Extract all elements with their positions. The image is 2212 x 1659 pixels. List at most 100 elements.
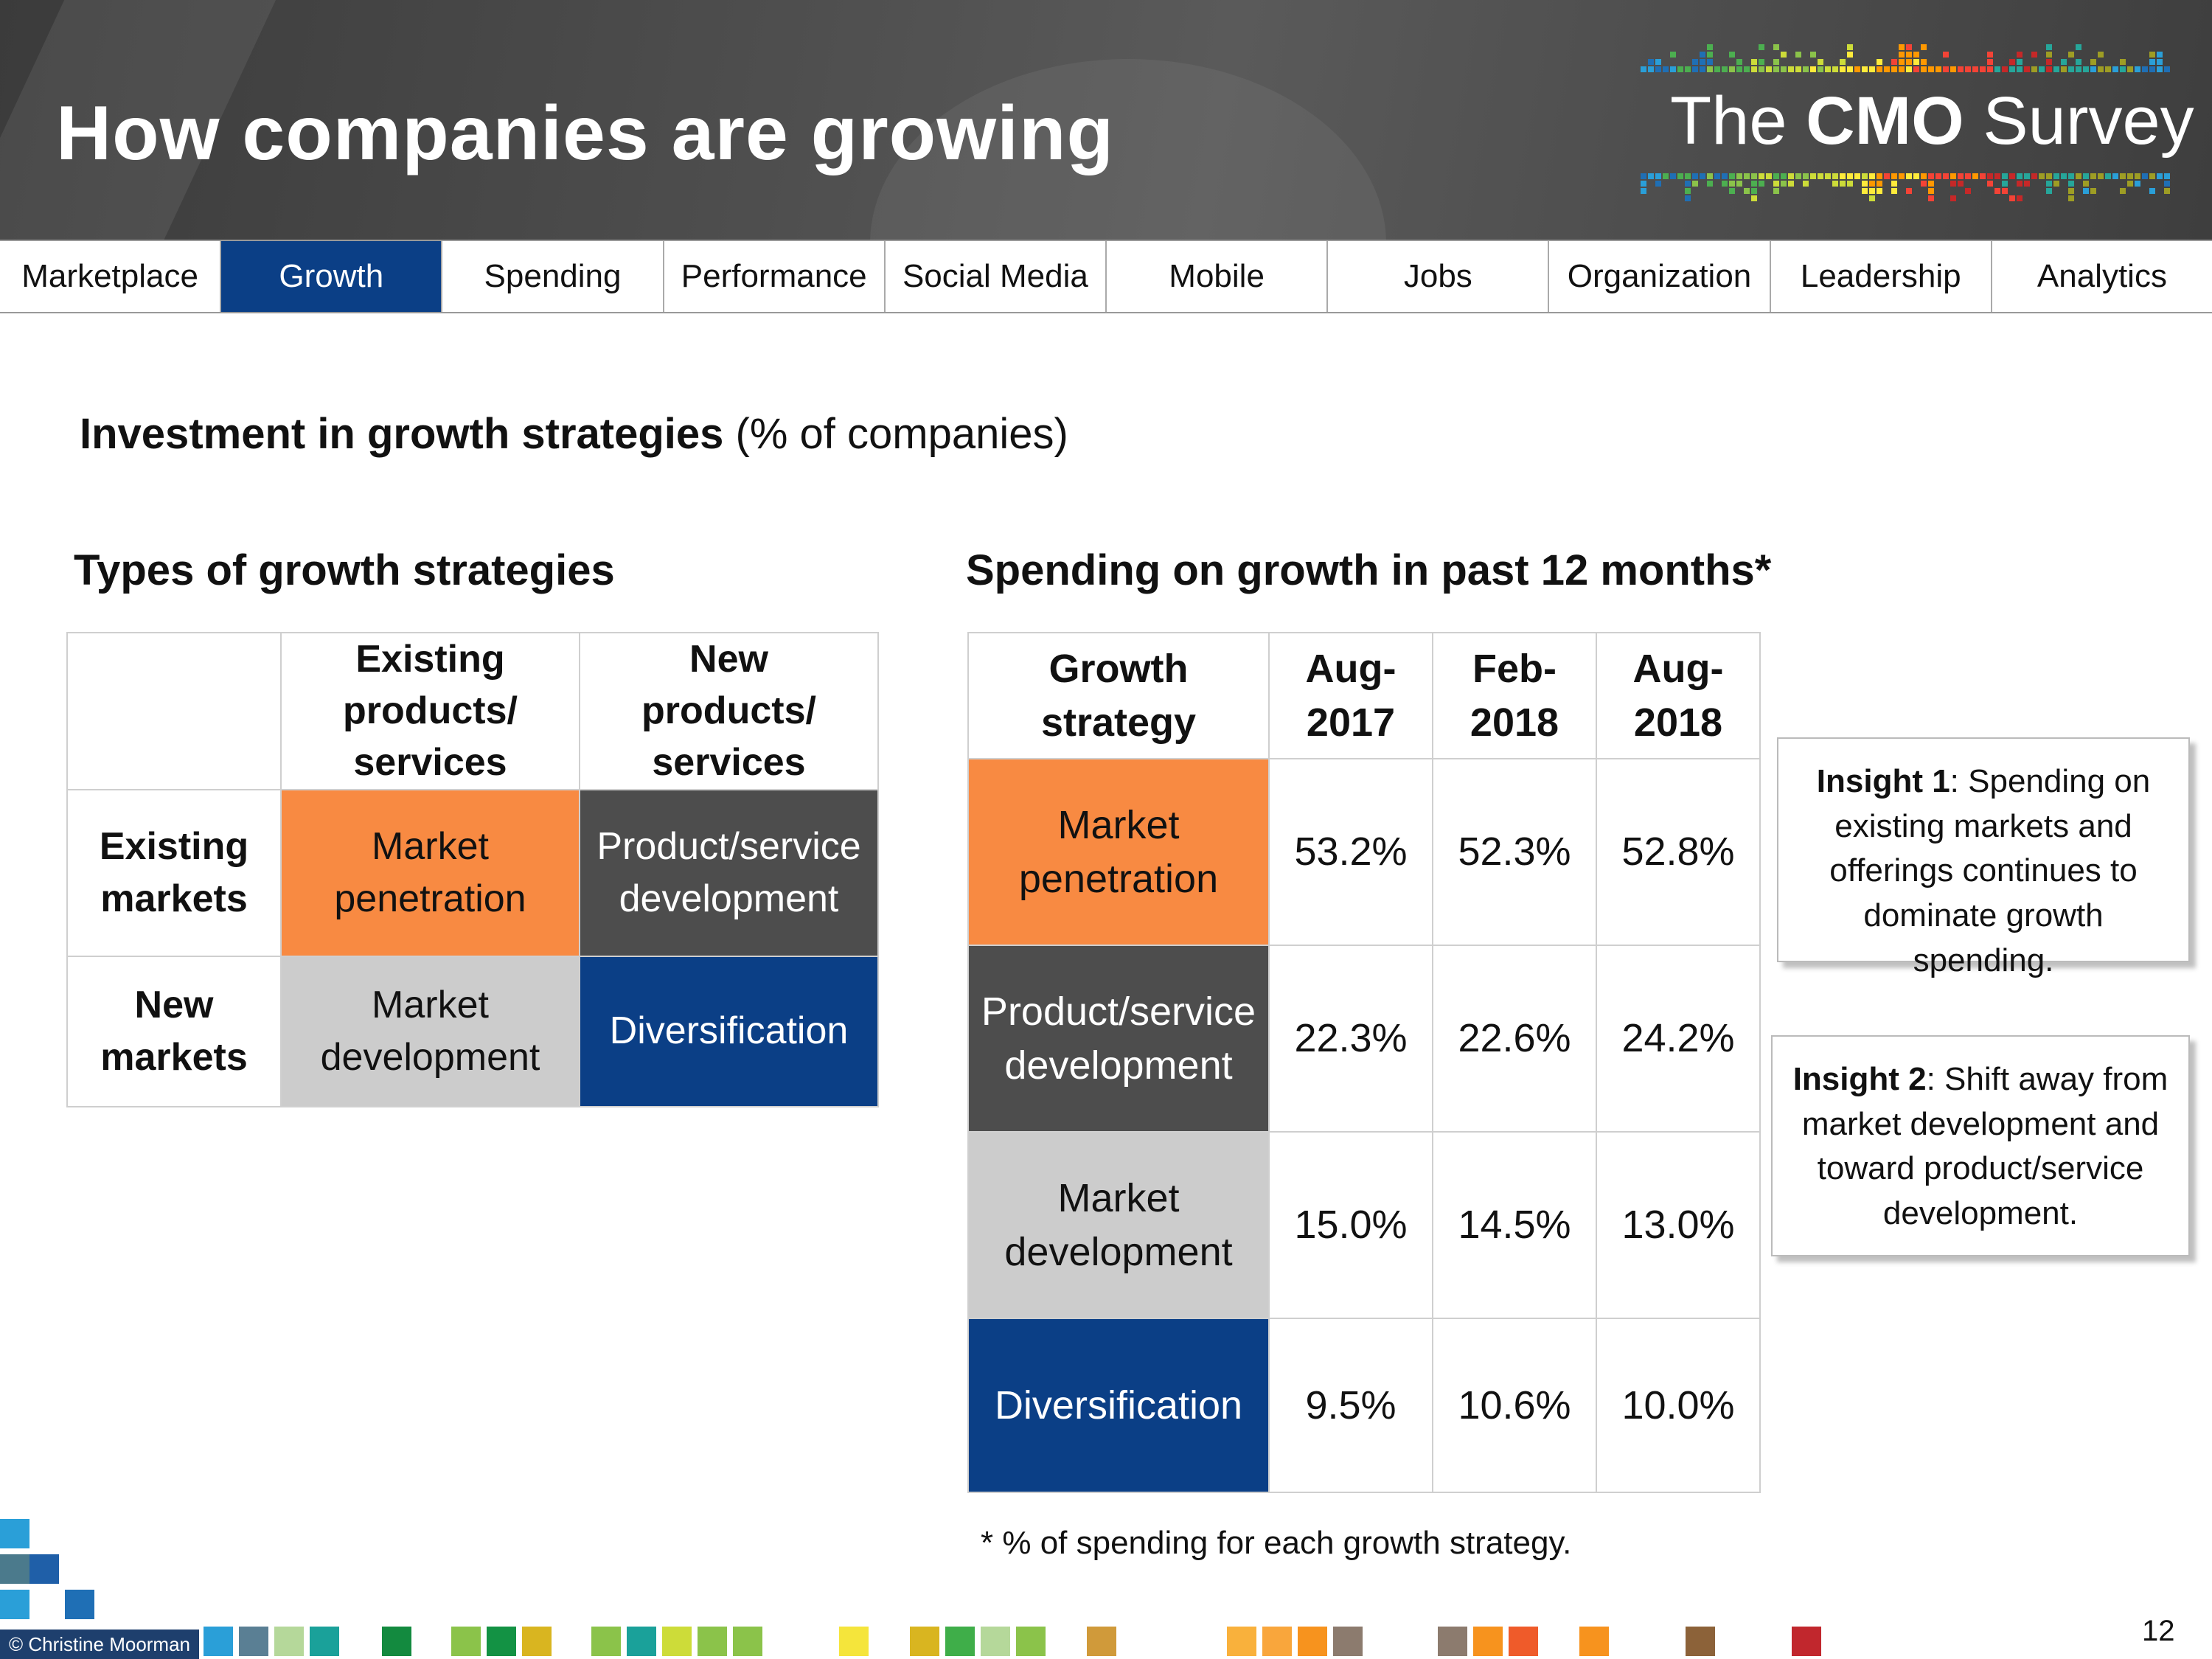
footer-square <box>382 1627 411 1656</box>
logo-pixel <box>2024 173 2030 179</box>
logo-pixel <box>1729 173 1735 179</box>
logo-pixel <box>2046 173 2052 179</box>
logo-pixel <box>1641 181 1646 187</box>
logo-pixel <box>1958 181 1964 187</box>
nav-tab-mobile[interactable]: Mobile <box>1107 241 1329 312</box>
footer-decoration-squares <box>0 1519 1821 1656</box>
logo-suffix: Survey <box>1964 83 2194 159</box>
logo-pixel <box>1751 59 1757 65</box>
logo-pixel <box>2009 66 2015 72</box>
logo-pixel <box>1795 66 1801 72</box>
insight-text: : Shift away from market development and… <box>1801 1061 2168 1232</box>
nav-tab-spending[interactable]: Spending <box>442 241 664 312</box>
matrix-row-header-new-markets: New markets <box>66 955 282 1107</box>
nav-tab-growth[interactable]: Growth <box>221 241 443 312</box>
nav-tab-performance[interactable]: Performance <box>664 241 886 312</box>
logo-pixel <box>2031 173 2037 179</box>
logo-pixel <box>1943 52 1949 58</box>
matrix-cell-diversification: Diversification <box>579 955 879 1107</box>
logo-pixel <box>1906 59 1912 65</box>
logo-pixel <box>1891 181 1897 187</box>
logo-pixel <box>1906 52 1912 58</box>
logo-pixel <box>1677 173 1683 179</box>
logo-pixel <box>2157 66 2163 72</box>
spend-strategy-market-development: Market development <box>967 1131 1270 1319</box>
logo-pixel <box>1950 173 1956 179</box>
logo-pixel <box>1773 44 1779 50</box>
logo-pixel <box>1840 59 1846 65</box>
logo-pixel <box>1670 52 1676 58</box>
logo-pixel <box>1862 66 1868 72</box>
logo-pixel <box>2142 173 2148 179</box>
logo-pixel <box>2083 181 2089 187</box>
logo-pixel <box>1884 173 1890 179</box>
logo-pixel <box>2061 66 2067 72</box>
logo-pixel <box>2112 173 2118 179</box>
logo-pixel <box>1788 173 1794 179</box>
logo-pixel <box>2068 188 2074 194</box>
logo-pixel <box>1877 59 1882 65</box>
logo-pixel <box>1692 181 1698 187</box>
nav-tab-organization[interactable]: Organization <box>1549 241 1771 312</box>
logo-bold: CMO <box>1806 83 1964 159</box>
logo-pixel <box>1729 52 1735 58</box>
logo-pixel <box>1965 66 1971 72</box>
nav-tab-analytics[interactable]: Analytics <box>2037 258 2167 294</box>
footer-square <box>1473 1627 1503 1656</box>
spend-value: 53.2% <box>1268 758 1433 946</box>
nav-tab-marketplace[interactable]: Marketplace <box>0 241 222 312</box>
footer-square <box>522 1627 552 1656</box>
logo-pixel <box>1759 181 1764 187</box>
logo-pixel <box>1891 188 1897 194</box>
spend-value: 10.0% <box>1596 1318 1761 1493</box>
logo-pixel <box>1832 181 1838 187</box>
logo-pixel <box>1766 66 1772 72</box>
nav-tab-social-media[interactable]: Social Media <box>886 241 1107 312</box>
logo-pixel <box>1825 66 1831 72</box>
logo-pixel <box>2149 59 2155 65</box>
logo-pixel <box>1906 44 1912 50</box>
cell-line: development <box>1004 1043 1233 1088</box>
header-line: services <box>652 741 806 785</box>
logo-pixel <box>1877 188 1882 194</box>
logo-pixel <box>1980 66 1986 72</box>
logo-pixel <box>2046 59 2052 65</box>
spend-header-aug-2018: Aug- 2018 <box>1596 632 1761 759</box>
logo-pixel <box>2031 52 2037 58</box>
nav-tab-jobs[interactable]: Jobs <box>1328 241 1550 312</box>
footer-square <box>0 1590 29 1619</box>
logo-pixel <box>2164 181 2170 187</box>
logo-pixel <box>1751 173 1757 179</box>
logo-pixel <box>1987 173 1993 179</box>
footer-square <box>451 1627 481 1656</box>
page-number: 12 <box>2142 1615 2175 1647</box>
logo-pixel <box>2120 188 2126 194</box>
logo-pixel <box>1722 66 1728 72</box>
cell-line: Market <box>372 825 489 869</box>
header-line: Existing <box>355 638 505 681</box>
logo-pixel <box>2068 195 2074 201</box>
logo-pixel <box>1818 66 1823 72</box>
logo-pixel <box>1700 59 1705 65</box>
logo-pixel <box>1950 181 1956 187</box>
logo-pixel <box>1987 66 1993 72</box>
logo-pixel <box>1700 52 1705 58</box>
logo-pixel <box>1899 44 1905 50</box>
logo-pixel <box>1707 44 1713 50</box>
logo-pixel <box>1913 66 1919 72</box>
logo-pixel <box>1736 173 1742 179</box>
logo-pixel <box>1729 181 1735 187</box>
logo-pixel <box>1825 173 1831 179</box>
spending-title: Spending on growth in past 12 months* <box>966 546 1772 594</box>
logo-pixel <box>2046 188 2052 194</box>
logo-pixel <box>1987 52 1993 58</box>
nav-tab-leadership[interactable]: Leadership <box>1771 241 1992 312</box>
footer-square <box>591 1627 621 1656</box>
logo-pixel <box>1781 52 1787 58</box>
logo-pixel <box>1692 59 1698 65</box>
logo-pixel <box>2053 181 2059 187</box>
logo-pixel <box>1987 181 1993 187</box>
logo-pixel <box>1781 181 1787 187</box>
footer-square <box>698 1627 727 1656</box>
logo-pixel <box>2149 52 2155 58</box>
